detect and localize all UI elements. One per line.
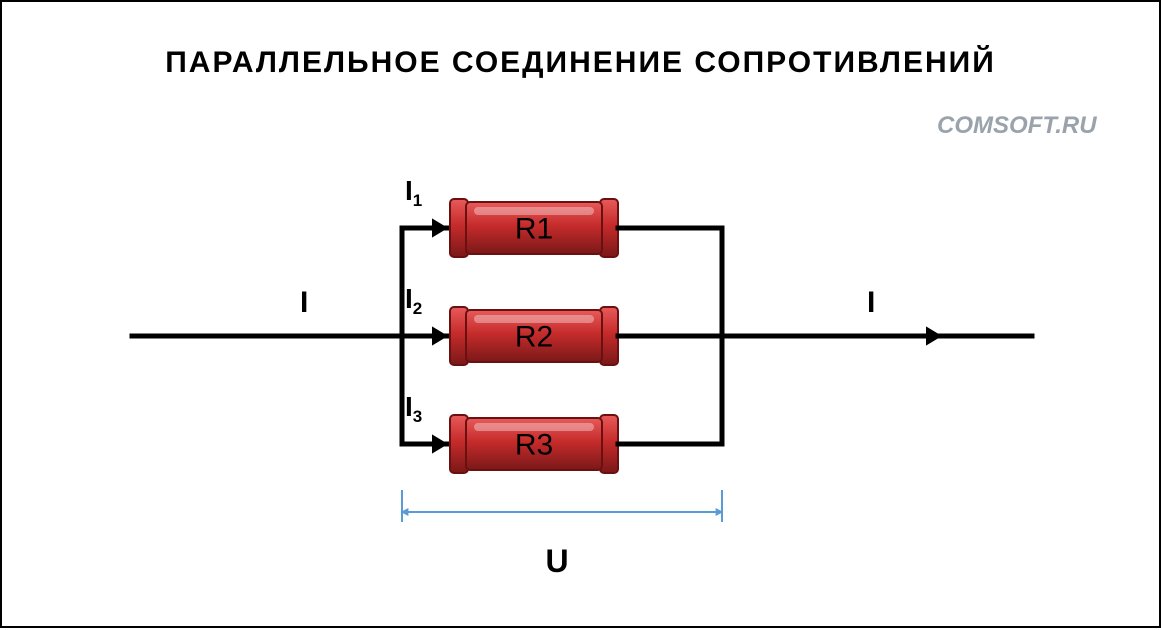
current-label: I1 [405, 175, 422, 210]
circuit-diagram: R1 R2 R3 I I I1 I2 I3 U [2, 2, 1161, 630]
svg-text:R3: R3 [515, 429, 553, 462]
current-label: I3 [405, 391, 422, 426]
svg-text:R2: R2 [515, 321, 553, 354]
svg-text:R1: R1 [515, 213, 553, 246]
resistor-R1: R1 [450, 199, 618, 257]
current-label: I2 [405, 283, 422, 318]
current-label: I [300, 286, 308, 319]
resistor-R2: R2 [450, 307, 618, 365]
current-label: I [867, 286, 875, 319]
diagram-frame: ПАРАЛЛЕЛЬНОЕ СОЕДИНЕНИЕ СОПРОТИВЛЕНИЙ CO… [0, 0, 1161, 628]
resistor-R3: R3 [450, 415, 618, 473]
voltage-label: U [545, 543, 568, 579]
